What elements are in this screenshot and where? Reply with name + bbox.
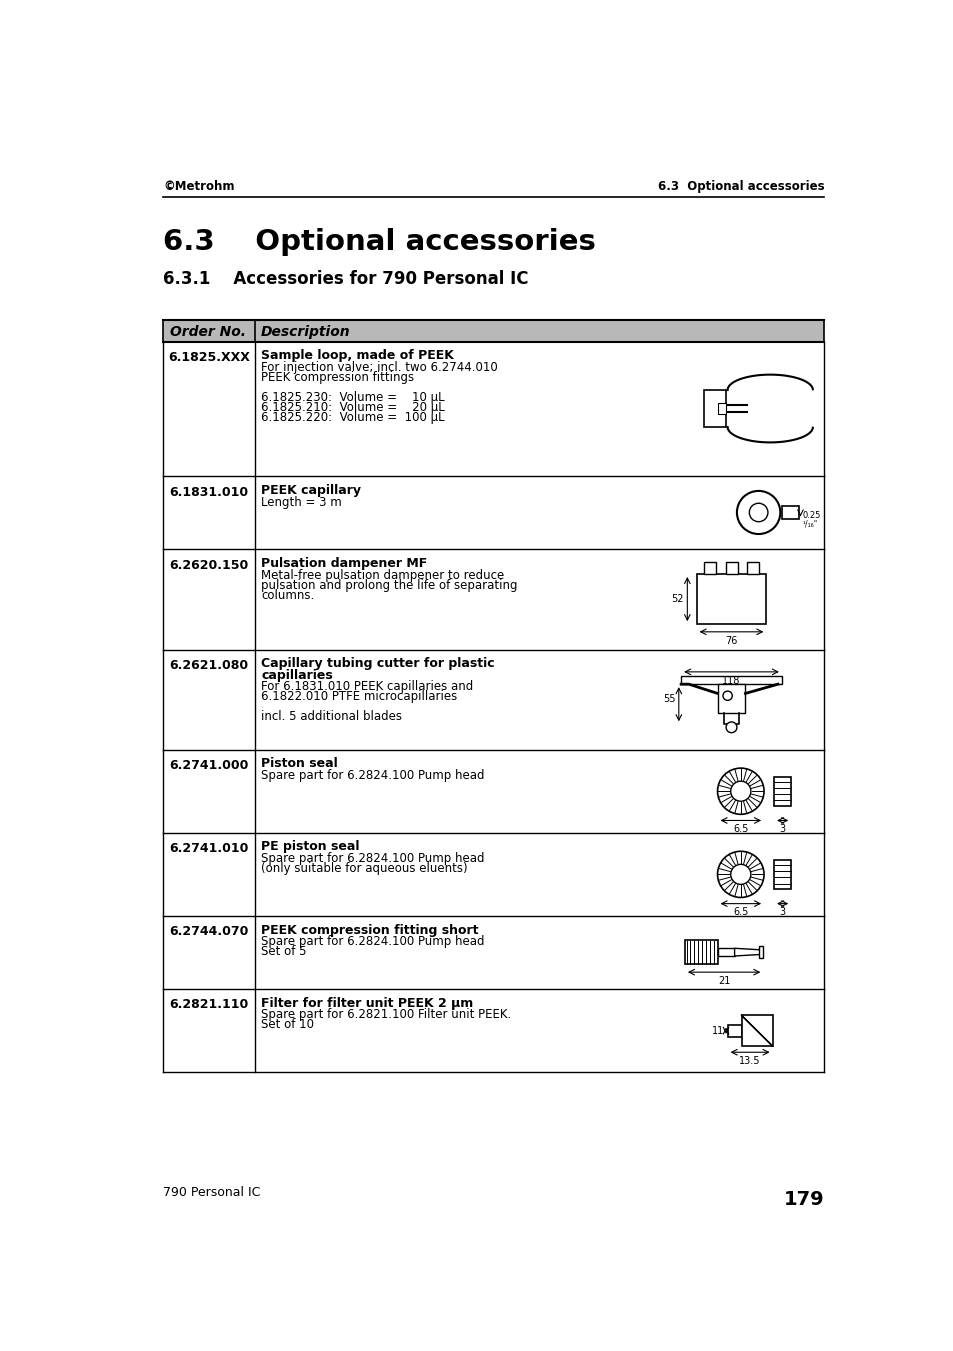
Bar [758,946,762,958]
Text: 6.1825.220:  Volume =  100 μL: 6.1825.220: Volume = 100 μL [261,411,444,424]
Text: Description: Description [261,324,351,339]
Text: 179: 179 [783,1190,823,1209]
Circle shape [722,692,732,700]
Text: Length = 3 m: Length = 3 m [261,496,341,508]
Bar [740,1016,772,1046]
Text: (only suitable for aqueous eluents): (only suitable for aqueous eluents) [261,862,467,875]
Text: Spare part for 6.2824.100 Pump head: Spare part for 6.2824.100 Pump head [261,769,484,782]
Bar [684,940,717,965]
Text: Spare part for 6.2821.100 Filter unit PEEK.: Spare part for 6.2821.100 Filter unit PE… [261,1008,511,1021]
Text: pulsation and prolong the life of separating: pulsation and prolong the life of separa… [261,578,517,592]
Text: capillaries: capillaries [261,669,333,682]
Text: Set of 10: Set of 10 [261,1019,314,1031]
Text: Spare part for 6.2824.100 Pump head: Spare part for 6.2824.100 Pump head [261,852,484,865]
Text: Piston seal: Piston seal [261,758,337,770]
Circle shape [730,781,750,801]
Bar [680,677,781,684]
Text: 55: 55 [662,694,675,704]
Text: 13.5: 13.5 [739,1056,760,1066]
Text: PEEK compression fittings: PEEK compression fittings [261,370,414,384]
Text: 6.3  Optional accessories: 6.3 Optional accessories [658,180,823,193]
Text: 6.3    Optional accessories: 6.3 Optional accessories [163,227,596,255]
Text: Set of 5: Set of 5 [261,946,306,958]
Text: columns.: columns. [261,589,314,601]
Text: 6.5: 6.5 [732,908,748,917]
Text: PEEK capillary: PEEK capillary [261,484,360,497]
Polygon shape [734,948,760,957]
Text: incl. 5 additional blades: incl. 5 additional blades [261,711,401,723]
Bar [781,505,798,519]
Text: 11: 11 [712,1025,723,1036]
Text: Filter for filter unit PEEK 2 μm: Filter for filter unit PEEK 2 μm [261,997,473,1009]
Bar [727,1024,740,1036]
Bar [725,562,737,574]
Text: 21: 21 [718,975,730,986]
Text: 6.2620.150: 6.2620.150 [170,559,249,571]
Text: 790 Personal IC: 790 Personal IC [163,1186,260,1200]
Circle shape [717,851,763,897]
Text: 6.1825.230:  Volume =    10 μL: 6.1825.230: Volume = 10 μL [261,390,444,404]
Text: 6.2744.070: 6.2744.070 [170,925,249,938]
Text: Order No.: Order No. [170,324,245,339]
Circle shape [717,769,763,815]
Text: 6.1831.010: 6.1831.010 [170,485,249,499]
Text: 6.2741.000: 6.2741.000 [170,759,249,771]
Text: 76: 76 [724,636,737,646]
Text: 6.1825.210:  Volume =    20 μL: 6.1825.210: Volume = 20 μL [261,401,444,413]
Text: 6.5: 6.5 [732,824,748,835]
Text: ¹/₁₆": ¹/₁₆" [801,519,817,528]
Text: 6.2821.110: 6.2821.110 [170,998,249,1012]
Bar [746,562,758,574]
Text: Pulsation dampener MF: Pulsation dampener MF [261,557,427,570]
Text: For 6.1831.010 PEEK capillaries and: For 6.1831.010 PEEK capillaries and [261,681,473,693]
Bar [703,562,716,574]
Text: 6.2621.080: 6.2621.080 [170,659,249,671]
Text: For injection valve; incl. two 6.2744.010: For injection valve; incl. two 6.2744.01… [261,361,497,374]
Bar [717,684,744,713]
Circle shape [748,503,767,521]
Bar [773,777,790,805]
Text: 6.1825.XXX: 6.1825.XXX [168,351,250,363]
Text: 118: 118 [721,676,740,686]
Text: ©Metrohm: ©Metrohm [163,180,234,193]
Text: 6.1822.010 PTFE microcapillaries: 6.1822.010 PTFE microcapillaries [261,690,456,704]
Circle shape [736,490,780,534]
Text: PE piston seal: PE piston seal [261,840,359,854]
Bar [163,320,823,342]
Text: Metal-free pulsation dampener to reduce: Metal-free pulsation dampener to reduce [261,569,504,582]
Text: Sample loop, made of PEEK: Sample loop, made of PEEK [261,349,454,362]
Bar [696,574,765,624]
Circle shape [725,721,736,732]
Text: 6.3.1    Accessories for 790 Personal IC: 6.3.1 Accessories for 790 Personal IC [163,270,528,288]
Text: Capillary tubing cutter for plastic: Capillary tubing cutter for plastic [261,657,495,670]
Text: 0.25: 0.25 [801,511,820,520]
Bar [703,390,725,427]
Text: 3: 3 [779,824,785,835]
Bar [717,948,734,957]
Text: Spare part for 6.2824.100 Pump head: Spare part for 6.2824.100 Pump head [261,935,484,948]
Text: 3: 3 [779,908,785,917]
Circle shape [730,865,750,885]
Text: PEEK compression fitting short: PEEK compression fitting short [261,924,478,936]
Text: 6.2741.010: 6.2741.010 [170,842,249,855]
Bar [717,403,725,413]
Text: 52: 52 [670,594,682,604]
Bar [773,859,790,889]
